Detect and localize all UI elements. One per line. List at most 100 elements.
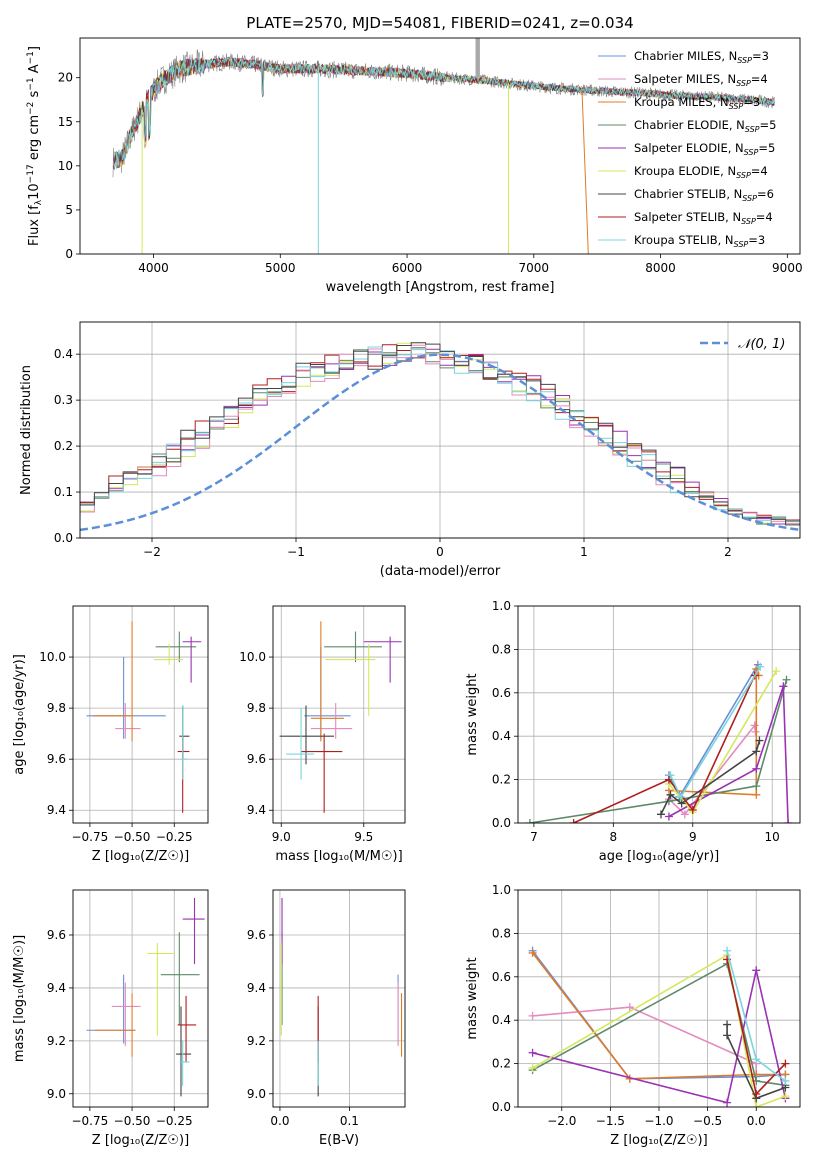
- legend-label: Kroupa ELODIE, NSSP=4: [634, 164, 768, 180]
- legend-nssp-prefix: , N: [729, 118, 745, 132]
- weight-marker: [666, 790, 675, 799]
- weight-series-line: [660, 740, 761, 815]
- weight-marker: [752, 1055, 761, 1064]
- weight-marker: [625, 1003, 634, 1012]
- x-axis-label: Z [log₁₀(Z/Z☉)]: [92, 849, 189, 864]
- weight-series-line: [532, 953, 786, 1107]
- y-axis-label: mass [log₁₀(M/M☉)]: [12, 935, 27, 1062]
- weight-marker: [676, 792, 685, 801]
- panel-weight_vs_Z: −2.0 −1.5 −1.0 −0.5 0.0 0.0 0.2 0.4 0.6 0.8 1.0 Z […: [465, 883, 801, 1148]
- legend-nssp-prefix: , N: [726, 187, 742, 201]
- x-tick-label: 0.0: [270, 1114, 289, 1128]
- weight-marker: [782, 675, 791, 684]
- weight-marker: [723, 1020, 732, 1029]
- legend-label: Salpeter MILES, NSSP=4: [634, 72, 768, 88]
- y-tick-label: 10.0: [239, 650, 266, 664]
- x-tick-label: −0.5: [693, 1114, 722, 1128]
- y-tick-label: 0.4: [492, 729, 511, 743]
- legend-label: Kroupa MILES, NSSP=3: [634, 95, 760, 111]
- y-tick-label: 9.2: [247, 1034, 266, 1048]
- weight-series-line: [531, 952, 786, 1080]
- legend-label: Salpeter ELODIE, NSSP=5: [634, 141, 775, 157]
- y-tick-label: 0.6: [492, 686, 511, 700]
- legend-nssp-sub: SSP: [745, 125, 760, 134]
- x-tick-label: −1: [287, 545, 305, 559]
- legend-nssp-value: =3: [743, 95, 760, 109]
- y-axis-label: Flux [fλ10−17 erg cm−2 s−1 A−1]: [26, 46, 44, 246]
- y-tick-label: 0.2: [54, 439, 73, 453]
- weight-marker: [723, 1098, 732, 1107]
- y-tick-label: 9.4: [47, 803, 66, 817]
- y-tick-label: 0.0: [492, 1100, 511, 1114]
- y-tick-label: 0.2: [492, 773, 511, 787]
- y-tick-label: 5: [65, 203, 73, 217]
- x-tick-label: 4000: [138, 261, 169, 275]
- y-tick-label: 9.6: [247, 752, 266, 766]
- y-axis-label: age [log₁₀(age/yr)]: [12, 654, 27, 775]
- weight-marker: [781, 1092, 790, 1101]
- x-tick-label: 10: [765, 830, 780, 844]
- weight-marker: [723, 1031, 732, 1040]
- y-tick-label: 0.0: [54, 531, 73, 545]
- legend-nssp-sub: SSP: [736, 79, 751, 88]
- legend-model-name: Salpeter ELODIE: [634, 141, 728, 155]
- weight-series-line: [726, 1024, 786, 1100]
- weight-marker: [752, 1089, 761, 1098]
- weight-marker: [752, 747, 761, 756]
- legend-nssp-value: =6: [757, 187, 774, 201]
- weight-marker: [569, 819, 578, 823]
- legend-nssp-value: =4: [751, 164, 768, 178]
- x-tick-label: 6000: [392, 261, 423, 275]
- y-tick-label: 0.0: [492, 816, 511, 830]
- panel-age_vs_Z: −0.75 −0.50 −0.25 9.4 9.6 9.8 10.0 Z [log₁₀(Z/Z…: [12, 605, 209, 864]
- weight-marker: [750, 721, 759, 730]
- weight-marker: [525, 819, 534, 823]
- weight-series-line: [573, 675, 756, 823]
- x-tick-label: 7000: [519, 261, 550, 275]
- x-tick-label: −2.0: [547, 1114, 576, 1128]
- y-tick-label: 9.0: [47, 1087, 66, 1101]
- legend-label: Chabrier MILES, NSSP=3: [634, 49, 769, 65]
- legend-model-name: Kroupa MILES: [634, 95, 713, 109]
- panel-residuals: −2 −1 0 1 2 0.0 0.1 0.2 0.3 0.4 (data-model)/error…: [19, 321, 801, 579]
- weight-marker: [779, 682, 788, 691]
- plot-area-residuals: [80, 342, 800, 532]
- y-tick-label: 9.4: [247, 981, 266, 995]
- weight-marker: [677, 799, 686, 808]
- y-axis-label: Normed distribution: [19, 365, 34, 495]
- y-tick-label: 20: [58, 71, 73, 85]
- panel-age_vs_mass: 9.0 9.5 9.4 9.6 9.8 10.0 mass [log₁₀(M/M☉)]: [239, 605, 406, 864]
- spectrum-cutoff: [581, 89, 589, 254]
- y-tick-label: 10: [58, 159, 73, 173]
- panel-mass_vs_EBV: 0.0 0.1 9.0 9.2 9.4 9.6 E(B-V): [247, 889, 406, 1148]
- weight-series-line: [532, 962, 786, 1087]
- x-tick-label: 0.0: [747, 1114, 766, 1128]
- legend-nssp-prefix: , N: [720, 72, 736, 86]
- weight-marker: [528, 948, 537, 957]
- x-tick-label: 1: [580, 545, 588, 559]
- residual-histogram: [80, 347, 800, 525]
- y-tick-label: 9.0: [247, 1087, 266, 1101]
- y-tick-label: 0.4: [54, 347, 73, 361]
- x-tick-label: 7: [530, 830, 538, 844]
- x-axis-label: E(B-V): [319, 1133, 359, 1148]
- panel-spectrum: 4000 5000 6000 7000 8000 9000 0 5 10 15 20 waveleng…: [26, 37, 803, 295]
- y-tick-label: 0: [65, 247, 73, 261]
- legend-nssp-sub: SSP: [737, 56, 752, 65]
- weight-series-line: [532, 1006, 758, 1081]
- y-tick-label: 0.1: [54, 485, 73, 499]
- weight-marker: [784, 819, 793, 823]
- legend-nssp-value: =3: [752, 49, 769, 63]
- legend-label: Kroupa STELIB, NSSP=3: [634, 233, 765, 249]
- legend-label: Salpeter STELIB, NSSP=4: [634, 210, 773, 226]
- axes-frame: [517, 605, 801, 824]
- residual-histogram: [80, 342, 800, 527]
- weight-marker: [756, 662, 765, 671]
- x-tick-label: −0.25: [156, 1114, 193, 1128]
- weight-marker: [528, 1011, 537, 1020]
- weight-marker: [664, 812, 673, 821]
- legend-nssp-prefix: , N: [725, 210, 741, 224]
- x-tick-label: 9: [689, 830, 697, 844]
- residual-histogram: [80, 344, 800, 529]
